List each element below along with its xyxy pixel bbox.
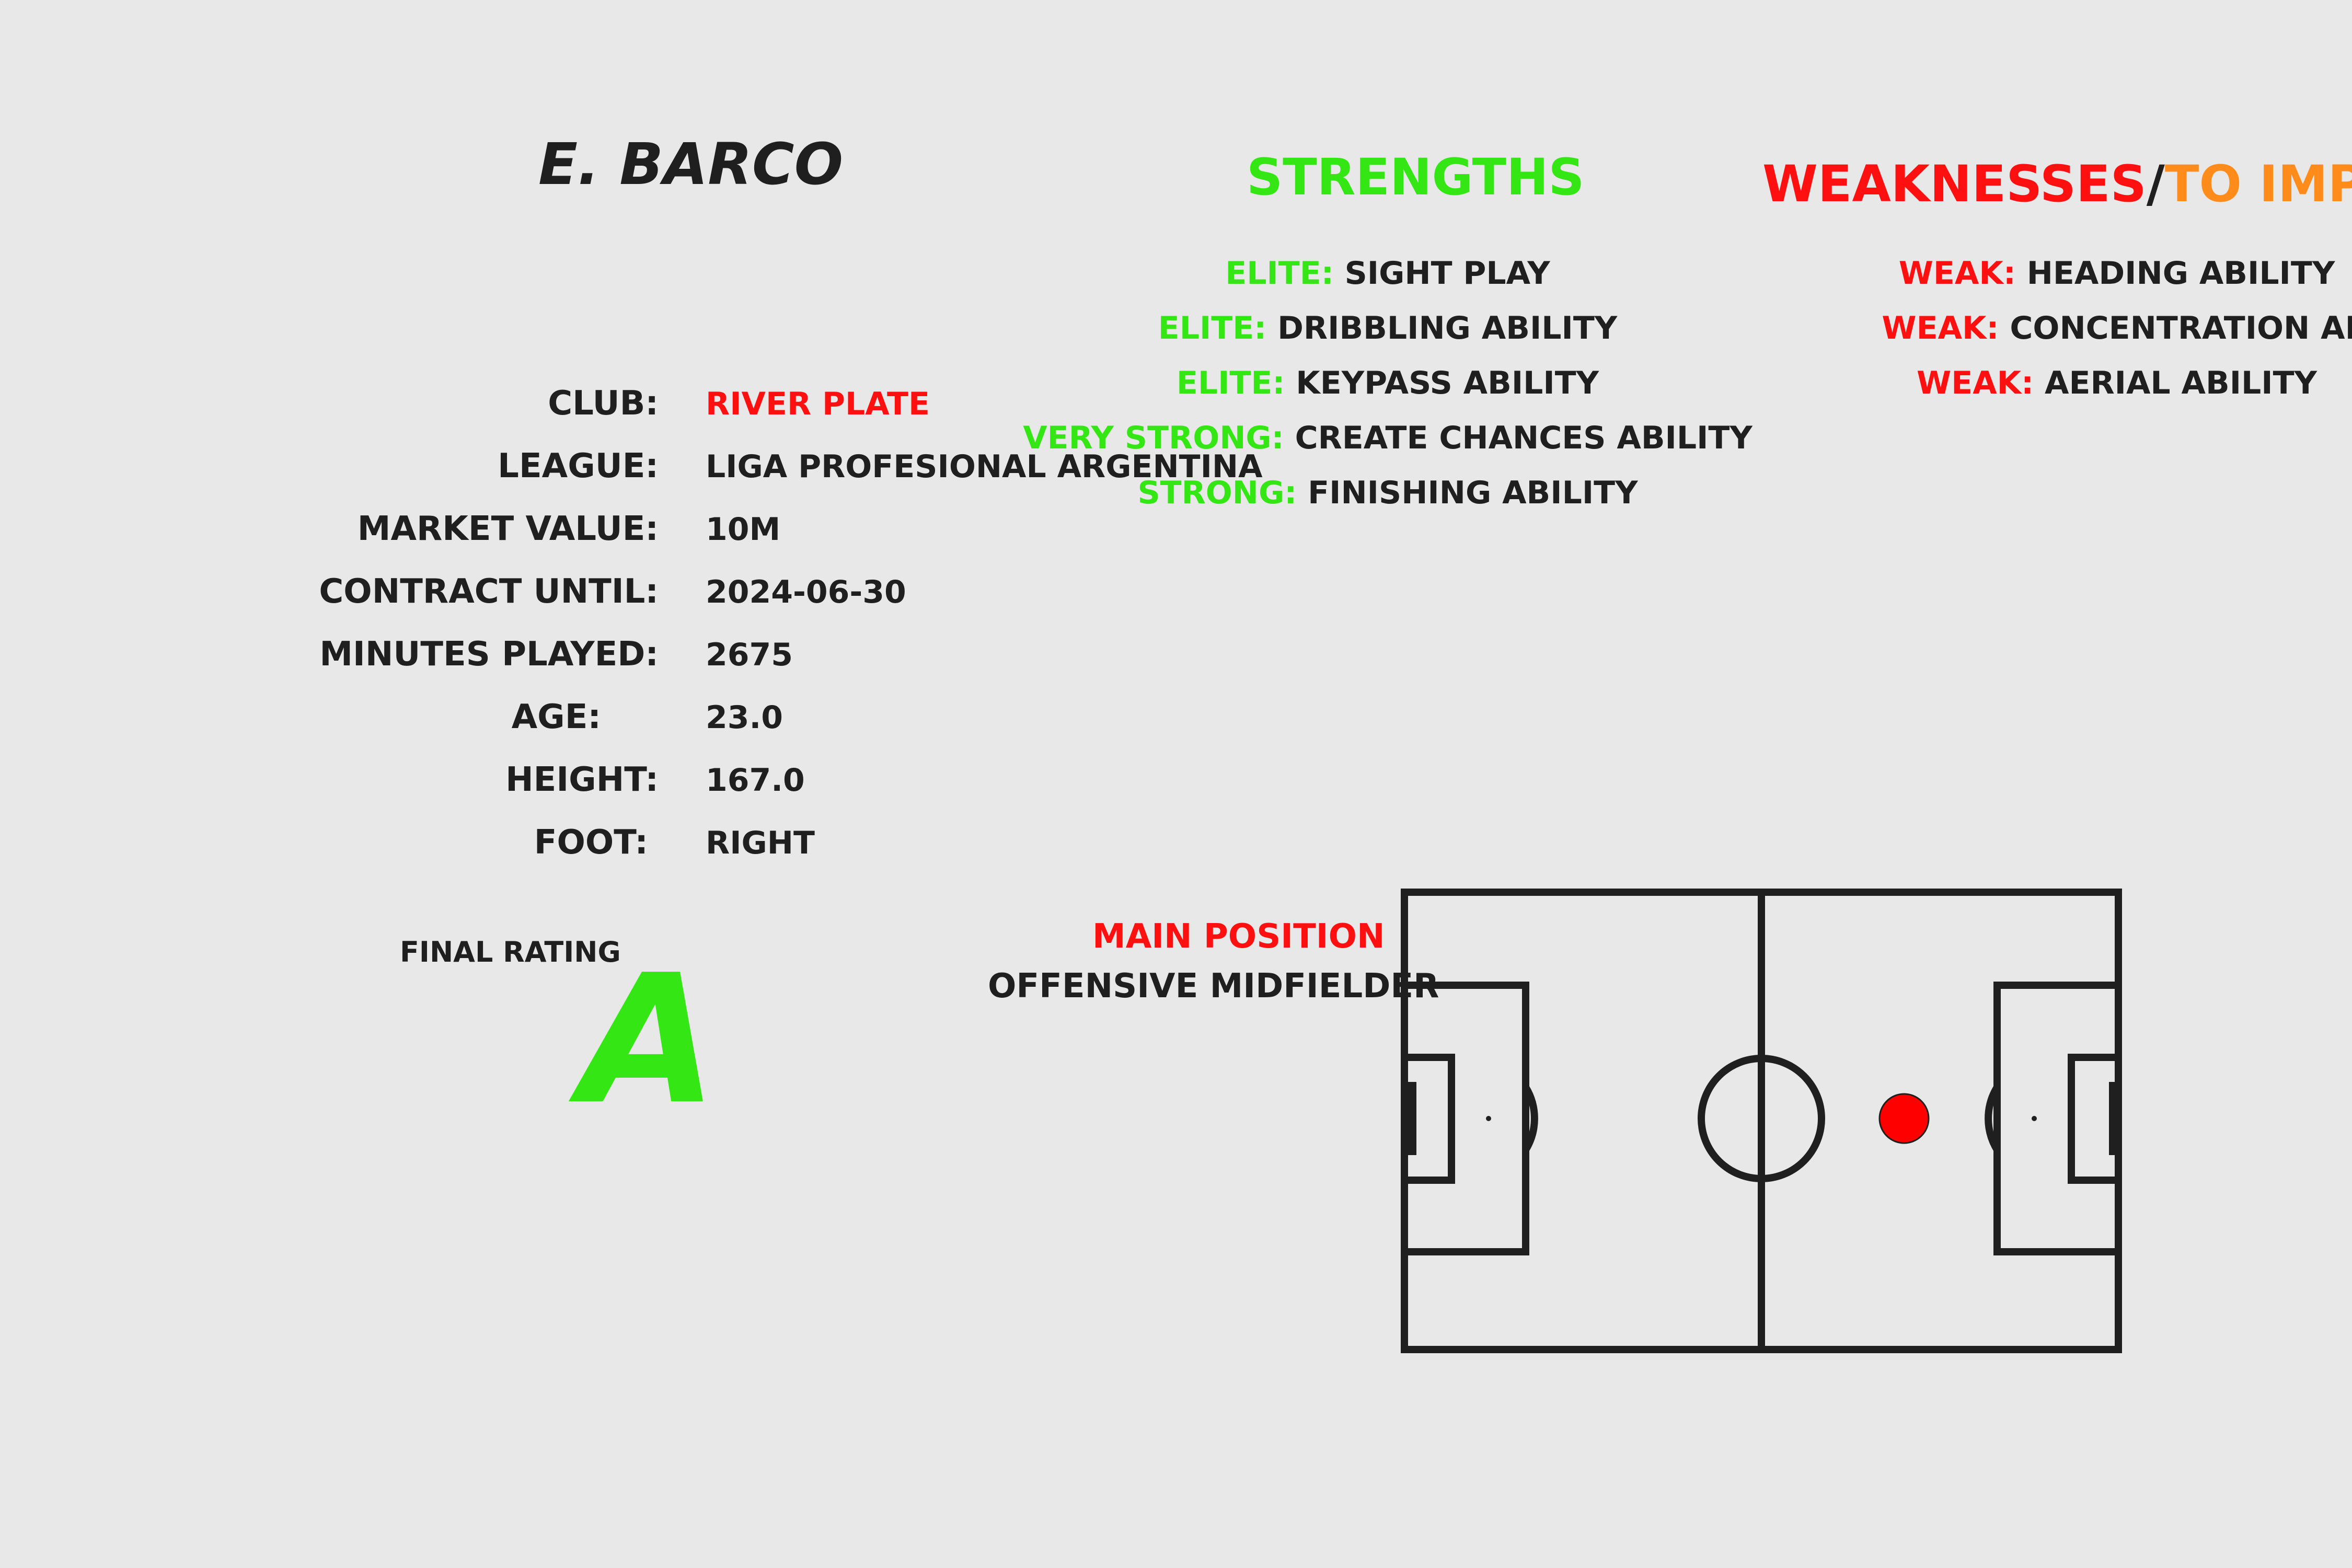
strength-item: ELITE: DRIBBLING ABILITY [1158,310,1617,347]
age-value: 23.0 [706,699,783,736]
strength-skill: DRIBBLING ABILITY [1277,310,1618,347]
weaknesses-title-separator: / [2146,155,2165,213]
weakness-skill: CONCENTRATION ABILITY [2010,310,2352,347]
left-goal [1401,1082,1416,1155]
left-penalty-box [1401,982,1529,1255]
final-rating-grade: A [580,937,718,1144]
minutes-played-value: 2675 [706,637,793,673]
strength-level: ELITE: [1176,365,1285,401]
left-penalty-spot [1486,1116,1491,1121]
center-circle [1698,1055,1825,1182]
weaknesses-title: WEAKNESSES/TO IMPROVE [1762,155,2352,213]
left-penalty-arc [1522,1085,1538,1152]
weakness-item: WEAK: CONCENTRATION ABILITY [1882,310,2352,347]
market-value-value: 10M [706,511,781,548]
strength-item: VERY STRONG: CREATE CHANCES ABILITY [1023,420,1753,456]
main-position-label: MAIN POSITION [1092,917,1385,956]
market-value-label: MARKET VALUE: [357,510,659,548]
main-position-value: OFFENSIVE MIDFIELDER [988,967,1439,1006]
weakness-level: WEAK: [1917,365,2034,401]
strengths-title: STRENGTHS [1247,148,1585,206]
weakness-level: WEAK: [1898,255,2016,292]
minutes-played-label: MINUTES PLAYED: [319,635,659,674]
contract-until-label: CONTRACT UNTIL: [319,572,659,611]
right-penalty-spot [2032,1116,2037,1121]
strength-skill: FINISHING ABILITY [1308,475,1638,511]
right-penalty-arc [1985,1085,2001,1152]
football-pitch-diagram [1401,889,2122,1353]
weakness-item: WEAK: AERIAL ABILITY [1917,365,2317,401]
strength-item: ELITE: SIGHT PLAY [1225,255,1550,292]
strength-item: ELITE: KEYPASS ABILITY [1177,365,1599,401]
strength-level: ELITE: [1158,310,1267,347]
weaknesses-title-improve: TO IMPROVE [2164,155,2352,213]
weakness-item: WEAK: HEADING ABILITY [1899,255,2335,292]
strength-item: STRONG: FINISHING ABILITY [1137,475,1638,511]
right-goal [2109,1082,2122,1155]
strength-level: VERY STRONG: [1023,420,1284,456]
foot-label: FOOT: [534,823,648,862]
height-value: 167.0 [706,762,805,799]
weakness-skill: HEADING ABILITY [2026,255,2335,292]
final-rating-label: FINAL RATING [400,936,621,969]
league-value: LIGA PROFESIONAL ARGENTINA [706,448,1263,485]
player-name: E. BARCO [538,131,844,198]
weaknesses-title-weak: WEAKNESSES [1762,155,2147,213]
strength-level: ELITE: [1225,255,1334,292]
weakness-skill: AERIAL ABILITY [2045,365,2317,401]
strength-skill: CREATE CHANCES ABILITY [1295,420,1753,456]
player-position-marker [1878,1093,1930,1144]
strength-skill: KEYPASS ABILITY [1296,365,1599,401]
weakness-level: WEAK: [1882,310,1999,347]
league-label: LEAGUE: [498,447,659,486]
foot-value: RIGHT [706,825,815,861]
club-label: CLUB: [548,384,659,423]
age-label: AGE: [511,698,601,736]
club-value: RIVER PLATE [706,386,930,422]
right-penalty-box [1993,982,2122,1255]
height-label: HEIGHT: [505,760,659,799]
contract-until-value: 2024-06-30 [706,574,906,610]
strength-level: STRONG: [1137,475,1297,511]
strength-skill: SIGHT PLAY [1344,255,1550,292]
